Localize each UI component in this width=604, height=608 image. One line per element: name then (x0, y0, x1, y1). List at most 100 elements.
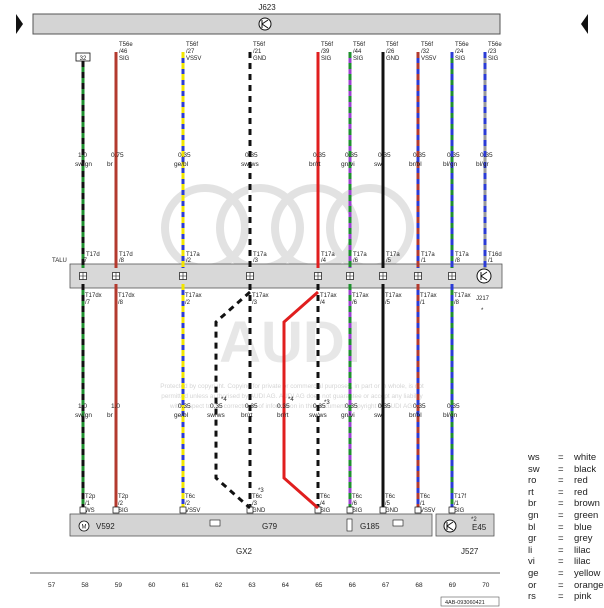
column-number-64: 64 (282, 582, 290, 589)
column-number-61: 61 (182, 582, 190, 589)
wire-8-top-no: /23 (488, 49, 497, 55)
legend-row: bl = blue (528, 522, 604, 534)
wire-0-gauge2: 1.0 (111, 403, 120, 410)
wire-swgn-pin-cross (79, 272, 87, 280)
wire-7-pin-bot: T17ax (454, 293, 471, 299)
column-number-60: 60 (148, 582, 156, 589)
wire-6-gauge2: 0.35 (413, 403, 426, 410)
wire-0-end-no: /2 (118, 501, 124, 507)
crossover-star3-b: *3 (258, 488, 264, 494)
legend-color-name: red (574, 486, 588, 498)
wire-5-end-sig: GND (385, 508, 399, 514)
wire-1-top-sig: VS5V (186, 56, 201, 62)
wire-swgn-color: sw/gn (75, 161, 92, 168)
legend-color-name: red (574, 475, 588, 487)
watermark-line-3: with respect to the correctness of infor… (169, 403, 414, 410)
wire-5-color2: sw (374, 412, 382, 419)
motor-icon-glyph: M (82, 525, 87, 531)
legend-row: br = brown (528, 498, 604, 510)
connector-band (69, 263, 503, 289)
wire-1-top-conn: T56f (186, 42, 198, 48)
legend-equals: = (558, 567, 564, 579)
wire-0-endpin (112, 506, 120, 514)
wire-5-pin-top-no: /5 (386, 258, 392, 264)
wire-swgn-gauge: 1.0 (78, 152, 87, 159)
watermark-line-2: permitted unless authorised by AUDI AG. … (161, 393, 423, 400)
wire-7-top-conn: T56e (455, 42, 469, 48)
legend-color-name: orange (574, 579, 604, 591)
legend-color-name: blue (574, 521, 592, 533)
wire-swgn-end: T2p (85, 494, 96, 500)
legend-row: ws = white (528, 452, 604, 464)
wire-5-end: T6c (385, 494, 395, 500)
legend-color-name: green (574, 509, 599, 521)
wire-4-gauge2: 0.35 (345, 403, 358, 410)
wire-0-top-conn: T56e (119, 42, 133, 48)
wire-swgn-end-sig: WS (85, 508, 95, 514)
legend-equals: = (558, 556, 564, 568)
wire-4-endpin (346, 506, 354, 514)
wire-3-gauge: 0.35 (313, 152, 326, 159)
wire-2-end-sig: GND (252, 508, 266, 514)
wire-7-pin-top: T17a (455, 252, 469, 258)
legend-color-name: grey (574, 533, 593, 545)
legend-row: rt = red (528, 487, 604, 499)
ground-tag-star: * (481, 308, 484, 314)
right-arrow-icon (581, 14, 588, 34)
legend-color-name: black (574, 463, 597, 475)
relay-symbol-icon (476, 268, 492, 284)
wire-8-color: bl/gr (476, 161, 489, 168)
wire-7-gauge2: 0.35 (447, 403, 460, 410)
wire-6-color2: br/bl (409, 412, 422, 419)
doc-id: 4AB-093060421 (445, 600, 485, 606)
wire-6-top-conn: T56f (421, 42, 433, 48)
column-number-69: 69 (449, 582, 457, 589)
legend-row: ge = yellow (528, 568, 604, 580)
wire-0-end: T2p (118, 494, 129, 500)
wire-swgn-color2: sw/gn (75, 412, 92, 419)
column-number-58: 58 (81, 582, 89, 589)
wire-1-pin-bot-no: /2 (185, 300, 191, 306)
legend-code: ro (528, 475, 537, 487)
crossover-left-color: sw/ws (207, 412, 225, 419)
wire-3-color: br/rt (309, 161, 321, 168)
legend-color-name: pink (574, 591, 592, 603)
legend-code: ws (528, 452, 540, 463)
wire-0-pin-top-no: /8 (119, 258, 125, 264)
legend-equals: = (558, 486, 564, 498)
wire-1-endpin (179, 506, 187, 514)
legend-row: gn = green (528, 510, 604, 522)
legend-row: or = orange (528, 580, 604, 592)
wire-3-top-no: /39 (321, 49, 330, 55)
legend-equals: = (558, 521, 564, 533)
legend-color-name: brown (574, 498, 600, 510)
wire-8-gauge: 0.35 (480, 152, 493, 159)
wire-6-top-no: /32 (421, 49, 430, 55)
legend-equals: = (558, 579, 564, 591)
wires: 1.0sw/gnT17d/7T17dx/71.0sw/gnT2p/1WST56e… (75, 42, 502, 514)
connector-row-label: TALU (52, 258, 67, 264)
wire-swgn-pin-top-no: /7 (82, 258, 88, 264)
wire-swgn-endpin (79, 506, 87, 514)
wire-5-gauge: 0.35 (378, 152, 391, 159)
legend-color-name: yellow (574, 567, 601, 579)
resistor-icon (209, 519, 221, 527)
column-number-63: 63 (248, 582, 256, 589)
tag1-star: *2 (471, 517, 477, 523)
wire-6-endpin (414, 506, 422, 514)
wire-7-end: T17f (454, 494, 466, 500)
wire-2-pin-top: T17a (253, 252, 267, 258)
legend-row: gr = grey (528, 533, 604, 545)
wire-2-pin-bot: T17ax (252, 293, 269, 299)
legend-code: br (528, 498, 537, 510)
wire-0-pin-top: T17d (119, 252, 133, 258)
wire-6-pin-top: T17a (421, 252, 435, 258)
column-number-59: 59 (115, 582, 123, 589)
wire-5-color: sw (374, 161, 382, 168)
wire-2-pin-cross (246, 272, 254, 280)
wire-2-end: T6c (252, 494, 262, 500)
wire-0-pin-bot: T17dx (118, 293, 135, 299)
wire-3-pin-bot: T17ax (320, 293, 337, 299)
wire-4-pin-top: T17a (353, 252, 367, 258)
